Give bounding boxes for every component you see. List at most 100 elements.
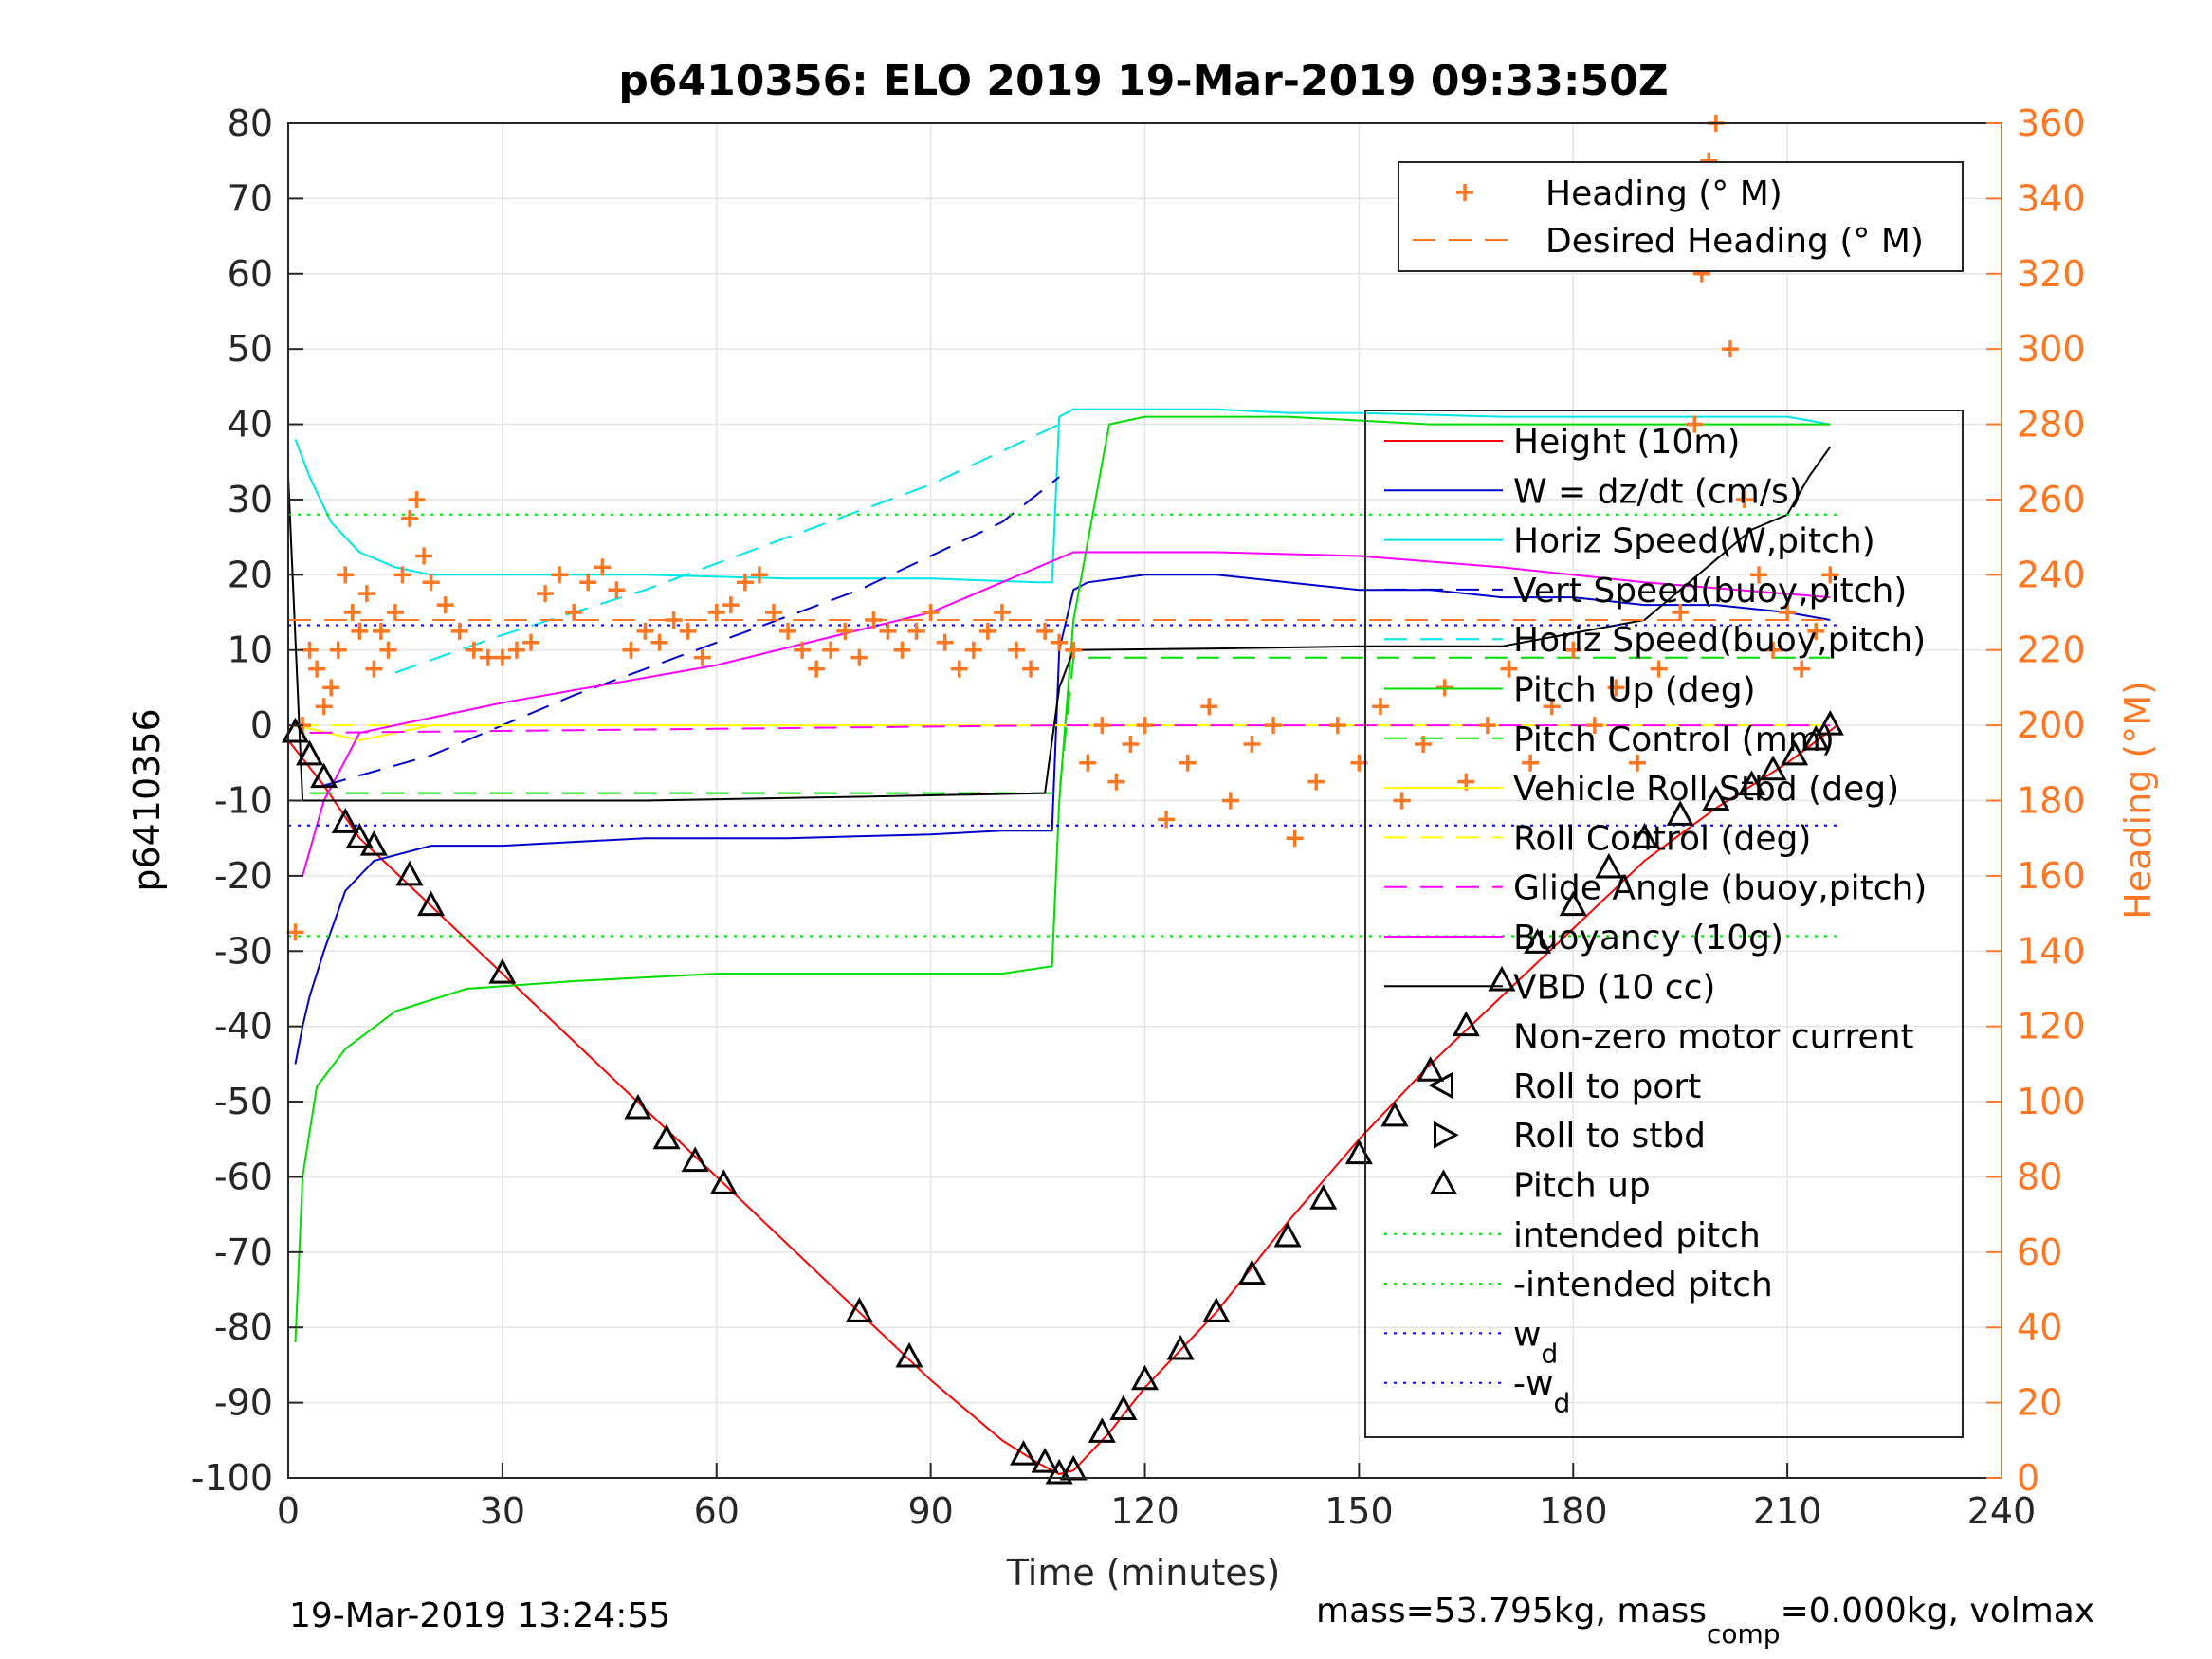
y-tick-label: 80 — [228, 102, 273, 144]
y-tick-label: -60 — [214, 1156, 273, 1197]
heading-point — [1779, 604, 1797, 622]
heading-point — [993, 604, 1011, 622]
heading-point — [1122, 735, 1140, 753]
pitch-up-marker — [1452, 1011, 1480, 1037]
pitch-up-marker — [652, 1123, 681, 1150]
heading-point — [1243, 735, 1261, 753]
heading-point — [1478, 717, 1496, 735]
series-line — [309, 656, 1831, 794]
heading-point — [636, 622, 654, 640]
y-axis-ticks: -100-90-80-70-60-50-40-30-20-10010203040… — [192, 102, 303, 1499]
legend-label: -wd — [1513, 1365, 1570, 1419]
pitch-up-marker — [282, 717, 310, 743]
heading-layer — [286, 115, 1839, 941]
pitch-up-marker — [1488, 965, 1516, 992]
heading-point — [386, 604, 404, 622]
pitch-up-marker — [1309, 1184, 1338, 1210]
heading-point — [337, 566, 355, 584]
heading-point — [822, 641, 840, 659]
heading-point — [1065, 641, 1083, 659]
pitch-up-marker — [845, 1297, 873, 1322]
pitch-up-marker — [1009, 1440, 1038, 1466]
heading-point — [1793, 660, 1811, 678]
y-tick-label: 0 — [250, 704, 273, 746]
y-tick-label: -100 — [192, 1457, 273, 1499]
y2-tick-label: 0 — [2017, 1457, 2039, 1499]
heading-point — [707, 604, 725, 622]
y-tick-label: -40 — [214, 1006, 273, 1048]
y2-tick-label: 320 — [2017, 253, 2086, 295]
series-line — [323, 476, 1060, 787]
heading-point — [608, 581, 626, 599]
pitch-up-marker — [1816, 709, 1844, 736]
y2-tick-label: 160 — [2017, 855, 2086, 897]
heading-point — [779, 622, 797, 640]
pitch-up-marker — [1631, 823, 1659, 848]
heading-point — [1735, 490, 1753, 508]
heading-point — [1179, 754, 1197, 772]
legend-symbol — [1428, 1071, 1453, 1100]
heading-point — [393, 566, 411, 584]
heading-point — [315, 698, 333, 716]
y2-tick-label: 20 — [2017, 1382, 2062, 1424]
heading-point — [1607, 679, 1625, 697]
heading-point — [1564, 641, 1582, 659]
pitch-up-marker — [1380, 1101, 1409, 1127]
heading-point — [1136, 717, 1154, 735]
x-tick-label: 180 — [1539, 1490, 1608, 1532]
heading-point — [308, 660, 326, 678]
legend-heading-box — [1398, 161, 1964, 272]
heading-point — [1307, 773, 1325, 791]
legend-label: VBD (10 cc) — [1513, 968, 1715, 1007]
pitch-up-marker — [331, 808, 359, 833]
pitch-up-marker — [1559, 890, 1587, 917]
legend-label: Height (10m) — [1513, 423, 1740, 462]
pitch-up-marker — [895, 1341, 923, 1368]
legend-label: W = dz/dt (cm/s) — [1513, 472, 1802, 511]
heading-point — [1022, 660, 1040, 678]
y2-tick-label: 180 — [2017, 780, 2086, 822]
y2-tick-label: 200 — [2017, 704, 2086, 746]
pitch-up-marker — [1109, 1395, 1138, 1421]
legend-label: Horiz Speed(W,pitch) — [1513, 522, 1875, 561]
pitch-up-marker — [681, 1146, 709, 1173]
heading-point — [679, 622, 697, 640]
heading-point — [850, 648, 868, 666]
pitch-up-marker — [1781, 739, 1809, 766]
heading-point — [465, 641, 483, 659]
legend-label: intended pitch — [1513, 1216, 1761, 1255]
legend-label: Vert Speed(buoy,pitch) — [1513, 572, 1907, 611]
pitch-up-marker — [1666, 800, 1694, 826]
heading-point — [808, 660, 826, 678]
pitch-up-marker — [395, 860, 424, 886]
heading-point — [1686, 415, 1704, 433]
y-tick-label: -80 — [214, 1306, 273, 1348]
y2-tick-label: 260 — [2017, 479, 2086, 520]
legend-main-box — [1364, 410, 1964, 1438]
heading-point — [351, 622, 369, 640]
heading-point — [365, 660, 383, 678]
footer-mass: mass=53.795kg, masscomp=0.000kg, volmax — [1316, 1592, 2094, 1650]
y2-axis-label: Heading (°M) — [2117, 681, 2159, 920]
heading-point — [450, 622, 468, 640]
y-tick-label: -70 — [214, 1231, 273, 1273]
legend-label: Horiz Speed(buoy,pitch) — [1513, 621, 1926, 660]
legend-label-main: -w — [1513, 1365, 1553, 1404]
legend-label: Pitch Up (deg) — [1513, 671, 1756, 710]
y2-tick-label: 360 — [2017, 102, 2086, 144]
series-line — [287, 446, 1832, 802]
heading-point — [1079, 754, 1097, 772]
legend-label: Vehicle Roll Stbd (deg) — [1513, 770, 1899, 809]
heading-point — [1036, 622, 1054, 640]
heading-point — [286, 923, 304, 941]
legend-label: Desired Heading (° M) — [1545, 222, 1924, 261]
pitch-up-marker — [1202, 1297, 1231, 1322]
heading-point — [1435, 679, 1453, 697]
y2-tick-label: 300 — [2017, 328, 2086, 370]
heading-point — [1629, 754, 1647, 772]
y2-tick-label: 100 — [2017, 1081, 2086, 1122]
y2-tick-label: 220 — [2017, 629, 2086, 671]
y2-axis-ticks: 0 20 40 60 80 100 120 140 160 180 200 220 240 260 280 3… — [1986, 102, 2086, 1499]
y-tick-label: 40 — [228, 404, 273, 446]
